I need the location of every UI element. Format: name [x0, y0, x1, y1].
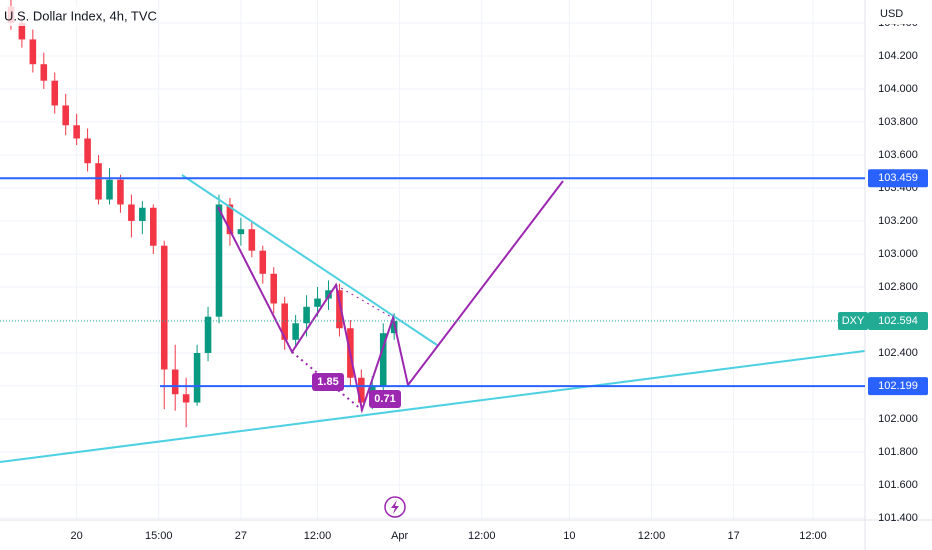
time-axis — [0, 520, 932, 550]
ratio-line — [335, 284, 394, 319]
symbol-label: DXY — [842, 315, 865, 327]
candle-body — [160, 245, 168, 370]
candle-body — [281, 303, 288, 340]
x-tick-label: 12:00 — [638, 530, 666, 542]
candle-body — [95, 163, 102, 200]
y-tick-label: 103.000 — [878, 248, 918, 260]
level-label-bg — [868, 377, 928, 396]
candles — [7, 0, 398, 428]
ratio-label-bg — [312, 373, 344, 391]
candle-body — [215, 204, 223, 317]
y-tick-label: 101.800 — [878, 446, 918, 458]
x-tick-label: 10 — [563, 530, 575, 542]
candle-body — [303, 306, 310, 324]
candle-body — [204, 316, 212, 353]
axes: 101.400101.600101.800102.000102.200102.4… — [71, 17, 918, 542]
ratio-label: 1.85 — [317, 376, 338, 388]
y-tick-label: 102.000 — [878, 413, 918, 425]
candle-body — [259, 250, 267, 274]
candle-body — [358, 377, 365, 403]
pattern-path — [217, 180, 564, 414]
candle-body — [51, 80, 59, 106]
candle-body — [106, 179, 113, 200]
y-tick-label: 104.000 — [878, 83, 918, 95]
ratio-label: 0.71 — [374, 393, 395, 405]
candle-body — [117, 179, 124, 205]
y-tick-label: 104.200 — [878, 50, 918, 62]
candle-body — [226, 204, 234, 235]
y-tick-label: 103.600 — [878, 149, 918, 161]
candle-body — [314, 298, 321, 307]
x-tick-label: 15:00 — [145, 530, 173, 542]
x-tick-label: 17 — [727, 530, 739, 542]
candle-body — [193, 352, 201, 403]
candle-body — [237, 229, 245, 235]
x-tick-label: 27 — [235, 530, 247, 542]
candle-body — [182, 394, 190, 403]
price-axis — [865, 0, 932, 550]
candle-body — [379, 333, 387, 386]
y-tick-label: 101.600 — [878, 479, 918, 491]
currency: USD — [880, 8, 903, 20]
x-tick-label: Apr — [391, 530, 408, 542]
candle-body — [29, 39, 37, 65]
title-bg — [0, 6, 152, 26]
x-tick-label: 12:00 — [304, 530, 332, 542]
candle-body — [150, 207, 157, 246]
trend-line — [0, 349, 873, 463]
candle-body — [336, 290, 343, 329]
candle-body — [62, 105, 69, 126]
candle-body — [73, 125, 80, 139]
candle-body — [325, 290, 332, 299]
x-tick-label: 12:00 — [468, 530, 496, 542]
level-label: 103.459 — [878, 172, 918, 184]
currency-bg — [870, 4, 930, 24]
level-label-bg — [868, 169, 928, 188]
candle-body — [84, 138, 91, 164]
y-tick-label: 102.800 — [878, 281, 918, 293]
y-tick-label: 102.400 — [878, 347, 918, 359]
candle-body — [171, 369, 179, 395]
candle-body — [248, 229, 256, 251]
y-tick-label: 103.200 — [878, 215, 918, 227]
trend-line — [181, 174, 438, 346]
x-tick-label: 20 — [71, 530, 83, 542]
last-price-bg — [868, 311, 928, 330]
x-tick-label: 12:00 — [799, 530, 827, 542]
y-tick-label: 103.800 — [878, 116, 918, 128]
candle-body — [40, 64, 48, 81]
overlay: 103.459 102.199 DXY 102.594 1.85 0.71 — [0, 169, 928, 408]
y-tick-label: 101.400 — [878, 512, 918, 524]
event-icon-bolt — [391, 500, 399, 514]
candle-body — [128, 204, 135, 221]
level-label: 102.199 — [878, 380, 918, 392]
symbol-label-bg — [838, 311, 868, 330]
candle-body — [139, 207, 146, 221]
grid — [0, 0, 865, 520]
last-price-label: 102.594 — [878, 315, 918, 327]
ratio-label-bg — [369, 390, 401, 408]
chart-title: U.S. Dollar Index, 4h, TVC — [4, 8, 157, 23]
candle-body — [18, 22, 26, 40]
candle-body — [270, 273, 278, 304]
candle-body — [292, 323, 299, 340]
